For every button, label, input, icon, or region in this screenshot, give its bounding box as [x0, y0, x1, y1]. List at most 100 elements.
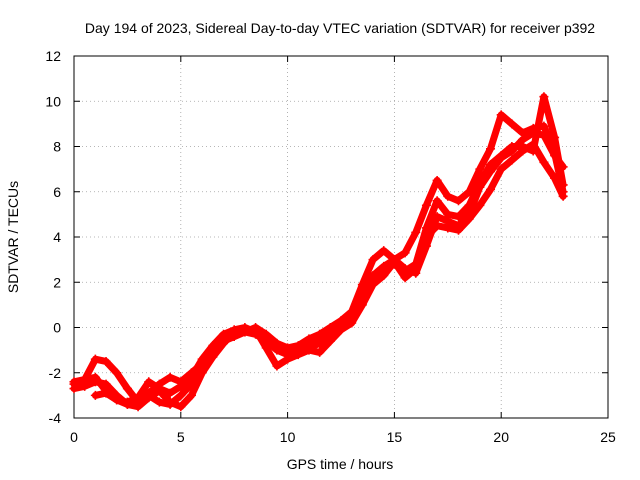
x-tick-label: 25	[600, 429, 616, 445]
data-point	[389, 259, 399, 269]
data-point	[154, 386, 164, 396]
data-point	[453, 212, 463, 222]
data-point	[432, 175, 442, 185]
data-point	[464, 200, 474, 210]
data-point	[347, 316, 357, 326]
data-point	[219, 334, 229, 344]
data-point	[112, 368, 122, 378]
x-tick-label: 5	[177, 429, 185, 445]
data-point	[518, 142, 528, 151]
data-point	[475, 178, 485, 188]
x-tick-label: 20	[493, 429, 509, 445]
data-point	[272, 345, 282, 355]
data-point	[90, 390, 100, 400]
data-point	[261, 336, 271, 346]
series-4	[90, 92, 568, 409]
data-point	[368, 255, 378, 265]
data-point	[315, 329, 325, 339]
chart-series	[69, 92, 568, 412]
data-point	[186, 368, 196, 378]
data-point	[101, 356, 111, 366]
data-point	[176, 390, 186, 400]
data-point	[539, 92, 549, 102]
data-point	[453, 225, 463, 235]
data-point	[518, 128, 528, 138]
data-point	[486, 184, 496, 194]
data-point	[208, 347, 218, 357]
data-point	[528, 146, 538, 156]
data-point	[443, 209, 453, 219]
data-point	[558, 191, 568, 201]
data-point	[432, 196, 442, 206]
x-tick-label: 15	[387, 429, 403, 445]
data-point	[112, 395, 122, 405]
data-point	[368, 275, 378, 285]
data-point	[475, 200, 485, 210]
data-point	[101, 388, 111, 398]
y-tick-label: -4	[49, 410, 62, 426]
data-point	[144, 390, 154, 400]
data-point	[507, 119, 517, 129]
data-point	[165, 372, 175, 382]
data-point	[90, 377, 100, 387]
data-point	[443, 223, 453, 233]
data-point	[432, 221, 442, 231]
x-axis-label: GPS time / hours	[287, 456, 394, 472]
data-point	[558, 180, 568, 190]
data-point	[122, 399, 132, 409]
y-tick-label: 6	[53, 184, 61, 200]
series-3	[69, 139, 568, 412]
data-point	[80, 381, 90, 391]
data-point	[90, 354, 100, 364]
data-point	[464, 214, 474, 224]
data-point	[400, 266, 410, 276]
data-point	[186, 379, 196, 389]
data-point	[165, 388, 175, 398]
data-point	[550, 132, 560, 142]
data-point	[336, 323, 346, 332]
data-point	[69, 384, 79, 394]
data-point	[283, 350, 293, 360]
chart-title: Day 194 of 2023, Sidereal Day-to-day VTE…	[85, 20, 595, 36]
series-2	[69, 110, 568, 407]
y-tick-label: 10	[45, 93, 61, 109]
data-point	[379, 246, 389, 256]
data-point	[315, 347, 325, 357]
data-point	[486, 160, 496, 170]
data-point	[229, 329, 239, 339]
series-1	[69, 128, 568, 407]
data-point	[133, 395, 143, 405]
data-point	[176, 377, 186, 387]
data-point	[496, 110, 506, 120]
data-point	[176, 402, 186, 412]
y-tick-label: 0	[53, 320, 61, 336]
series-track	[70, 140, 567, 411]
data-point	[453, 196, 463, 206]
x-tick-label: 0	[70, 429, 78, 445]
y-tick-label: 8	[53, 139, 61, 155]
data-point	[496, 151, 506, 161]
data-point	[293, 347, 303, 357]
data-point	[539, 157, 549, 167]
y-tick-label: 2	[53, 274, 61, 290]
y-axis-label: SDTVAR / TECUs	[5, 181, 21, 293]
data-point	[165, 399, 175, 409]
data-point	[357, 280, 367, 290]
x-tick-label: 10	[280, 429, 296, 445]
series-track	[70, 111, 567, 406]
data-point	[411, 227, 421, 237]
data-point	[421, 223, 431, 233]
data-point	[325, 329, 335, 339]
data-point	[496, 164, 506, 174]
data-point	[421, 200, 431, 210]
data-point	[186, 390, 196, 400]
data-point	[550, 173, 560, 183]
data-point	[400, 248, 410, 258]
data-point	[475, 164, 485, 174]
data-point	[272, 361, 282, 371]
data-point	[315, 338, 325, 348]
data-point	[304, 334, 314, 344]
data-point	[357, 295, 367, 305]
y-tick-label: 12	[45, 48, 61, 64]
